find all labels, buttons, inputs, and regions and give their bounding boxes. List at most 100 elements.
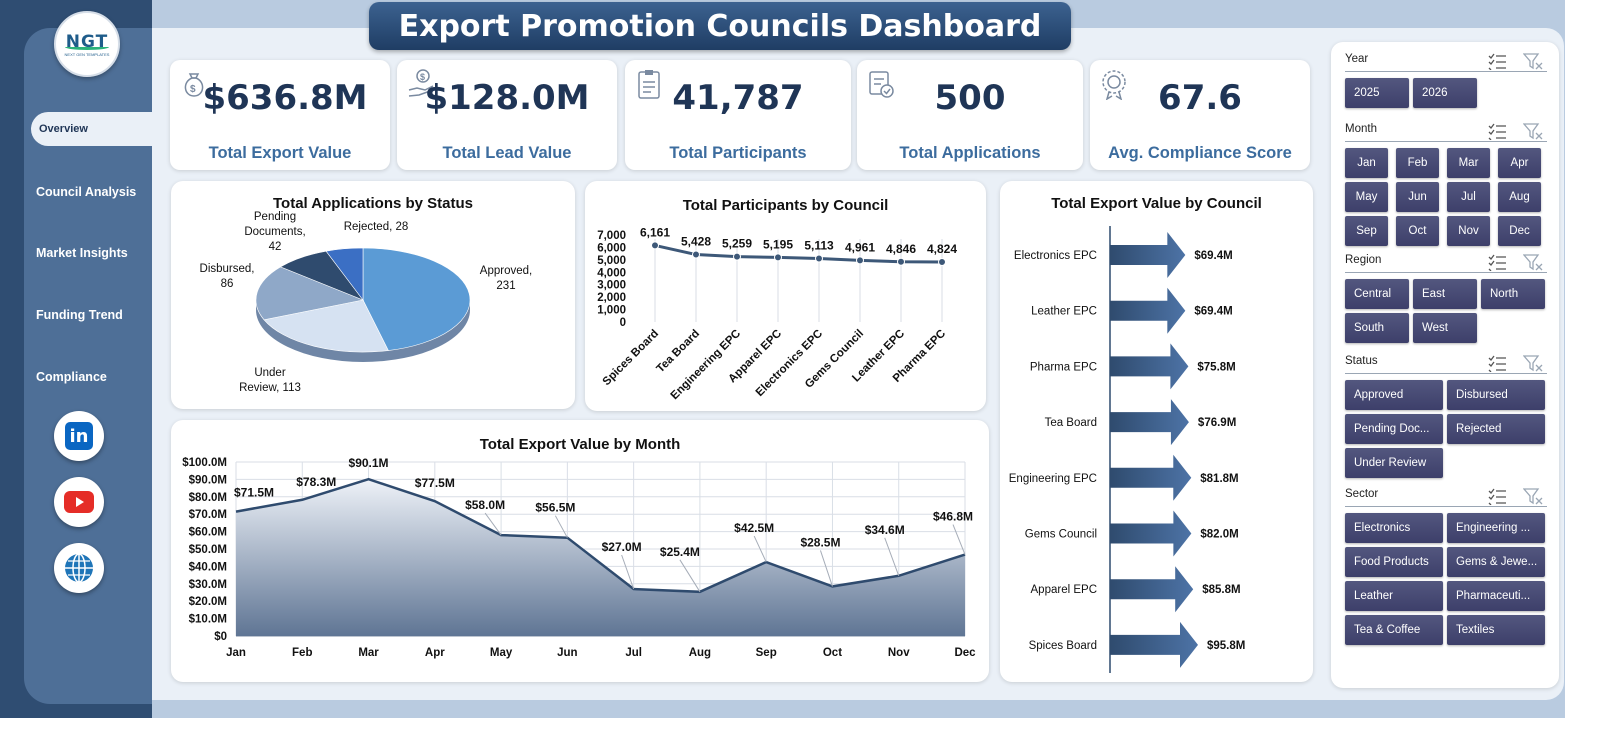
slicer-button-month-apr[interactable]: Apr (1498, 148, 1541, 178)
clear-filter-icon[interactable] (1523, 354, 1543, 372)
multi-select-icon[interactable] (1487, 354, 1507, 372)
slicer-button-month-feb[interactable]: Feb (1396, 148, 1439, 178)
slicer-button-status-under-review[interactable]: Under Review (1345, 448, 1443, 478)
bar-arrow-pharma-epc[interactable] (1110, 343, 1189, 390)
slicer-button-month-oct[interactable]: Oct (1396, 216, 1439, 246)
data-label-apparel-epc: 5,195 (763, 237, 793, 251)
website-button[interactable] (54, 543, 104, 593)
slicer-button-month-nov[interactable]: Nov (1447, 216, 1490, 246)
bar-arrow-gems-council[interactable] (1110, 510, 1192, 557)
chart-title: Total Applications by Status (272, 195, 474, 212)
slicer-button-sector-textiles[interactable]: Textiles (1447, 615, 1545, 645)
bar-arrow-tea-board[interactable] (1110, 399, 1189, 446)
nav-item-funding-trend[interactable]: Funding Trend (36, 308, 123, 322)
pie-slice-rejected[interactable] (325, 247, 364, 301)
slicer-button-year-2026[interactable]: 2026 (1413, 78, 1477, 108)
multi-select-icon[interactable] (1487, 253, 1507, 271)
slicer-button-month-sep[interactable]: Sep (1345, 216, 1388, 246)
x-tick-label-jul: Jul (625, 647, 642, 659)
slicer-button-sector-gems-jewe[interactable]: Gems & Jewe... (1447, 547, 1545, 577)
kpi-label: Avg. Compliance Score (1108, 144, 1292, 162)
slicer-button-month-aug[interactable]: Aug (1498, 182, 1541, 212)
y-tick-label: $10.0M (189, 614, 227, 626)
pie-slice-approved[interactable] (362, 247, 471, 351)
slicer-button-month-dec[interactable]: Dec (1498, 216, 1541, 246)
clear-filter-icon[interactable] (1523, 52, 1543, 70)
data-point-apparel-epc[interactable] (774, 253, 782, 262)
data-point-tea-board[interactable] (692, 250, 700, 259)
page-title: Export Promotion Councils Dashboard (398, 8, 1042, 44)
slicer-button-status-approved[interactable]: Approved (1345, 380, 1443, 410)
slicer-button-sector-engineering[interactable]: Engineering ... (1447, 513, 1545, 543)
multi-select-icon[interactable] (1487, 487, 1507, 505)
linkedin-button[interactable]: in (54, 411, 104, 461)
slicer-button-month-mar[interactable]: Mar (1447, 148, 1490, 178)
slicer-button-sector-pharmaceuti[interactable]: Pharmaceuti... (1447, 581, 1545, 611)
slicer-button-sector-food-products[interactable]: Food Products (1345, 547, 1443, 577)
chart-title: Total Export Value by Month (479, 436, 681, 453)
slicer-button-status-rejected[interactable]: Rejected (1447, 414, 1545, 444)
bar-value-label-apparel-epc: $85.8M (1202, 584, 1240, 596)
participants-series-line (654, 243, 943, 264)
x-tick-label-may: May (490, 647, 513, 659)
slicer-button-month-may[interactable]: May (1345, 182, 1388, 212)
kpi-label: Total Lead Value (442, 144, 572, 162)
slicer-button-sector-tea-coffee[interactable]: Tea & Coffee (1345, 615, 1443, 645)
slicer-button-sector-electronics[interactable]: Electronics (1345, 513, 1443, 543)
bar-category-label-engineering-epc: Engineering EPC (1009, 473, 1097, 485)
pie-slice-disbursed[interactable] (255, 266, 365, 321)
data-point-electronics-epc[interactable] (815, 254, 823, 263)
data-point-gems-council[interactable] (856, 256, 864, 265)
data-point-spices-board[interactable] (651, 241, 659, 250)
x-tick-label-apr: Apr (425, 647, 445, 659)
slicer-button-region-central[interactable]: Central (1345, 279, 1409, 309)
pie-slice-under-review[interactable] (263, 299, 389, 353)
bar-arrow-spices-board[interactable] (1110, 621, 1198, 668)
slicer-button-sector-leather[interactable]: Leather (1345, 581, 1443, 611)
slicer-title: Status (1345, 355, 1378, 367)
slicer-header-month: Month (1345, 120, 1547, 142)
y-tick-label: $0 (214, 631, 227, 643)
bar-arrow-engineering-epc[interactable] (1110, 454, 1192, 501)
slicer-button-region-east[interactable]: East (1413, 279, 1477, 309)
chart-title: Total Export Value by Council (1051, 195, 1262, 212)
slicer-button-year-2025[interactable]: 2025 (1345, 78, 1409, 108)
clear-filter-icon[interactable] (1523, 253, 1543, 271)
data-label-jan: $71.5M (234, 486, 274, 500)
x-tick-label-oct: Oct (823, 647, 842, 659)
youtube-button[interactable] (54, 477, 104, 527)
nav-item-overview[interactable]: Overview (31, 112, 152, 146)
data-label-pharma-epc: 4,824 (927, 242, 957, 256)
y-tick-label: 2,000 (597, 292, 626, 304)
kpi-card-total-applications: 500 Total Applications (857, 60, 1083, 170)
slicer-button-region-south[interactable]: South (1345, 313, 1409, 343)
x-tick-label-engineering-epc: Engineering EPC (669, 328, 743, 402)
data-point-leather-epc[interactable] (897, 257, 905, 266)
nav-item-council-analysis[interactable]: Council Analysis (36, 185, 137, 199)
slicer-button-status-disbursed[interactable]: Disbursed (1447, 380, 1545, 410)
nav-item-compliance[interactable]: Compliance (36, 370, 107, 384)
slicer-button-region-west[interactable]: West (1413, 313, 1477, 343)
kpi-card-avg-compliance-score: 67.6 Avg. Compliance Score (1090, 60, 1310, 170)
nav-item-market-insights[interactable]: Market Insights (36, 246, 128, 260)
data-point-pharma-epc[interactable] (938, 258, 946, 267)
multi-select-icon[interactable] (1487, 52, 1507, 70)
y-tick-label: 0 (620, 317, 626, 329)
filter-panel: Year 2025 2026 Month Jan Feb Mar Apr May Jun Jul Au… (1331, 42, 1559, 688)
svg-text:$: $ (420, 72, 425, 82)
slicer-button-month-jun[interactable]: Jun (1396, 182, 1439, 212)
multi-select-icon[interactable] (1487, 122, 1507, 140)
slicer-button-month-jan[interactable]: Jan (1345, 148, 1388, 178)
bar-arrow-electronics-epc[interactable] (1110, 232, 1186, 278)
slicer-header-status: Status (1345, 352, 1547, 374)
slicer-header-year: Year (1345, 50, 1547, 72)
data-point-engineering-epc[interactable] (733, 252, 741, 261)
clear-filter-icon[interactable] (1523, 487, 1543, 505)
slicer-button-month-jul[interactable]: Jul (1447, 182, 1490, 212)
bar-arrow-apparel-epc[interactable] (1110, 566, 1194, 613)
export-value-area-chart: $0 $10.0M $20.0M $30.0M $40.0M $50.0M $60.0M $7… (182, 456, 976, 659)
slicer-button-status-pending-doc[interactable]: Pending Doc... (1345, 414, 1443, 444)
bar-arrow-leather-epc[interactable] (1110, 287, 1186, 334)
clear-filter-icon[interactable] (1523, 122, 1543, 140)
slicer-button-region-north[interactable]: North (1481, 279, 1545, 309)
